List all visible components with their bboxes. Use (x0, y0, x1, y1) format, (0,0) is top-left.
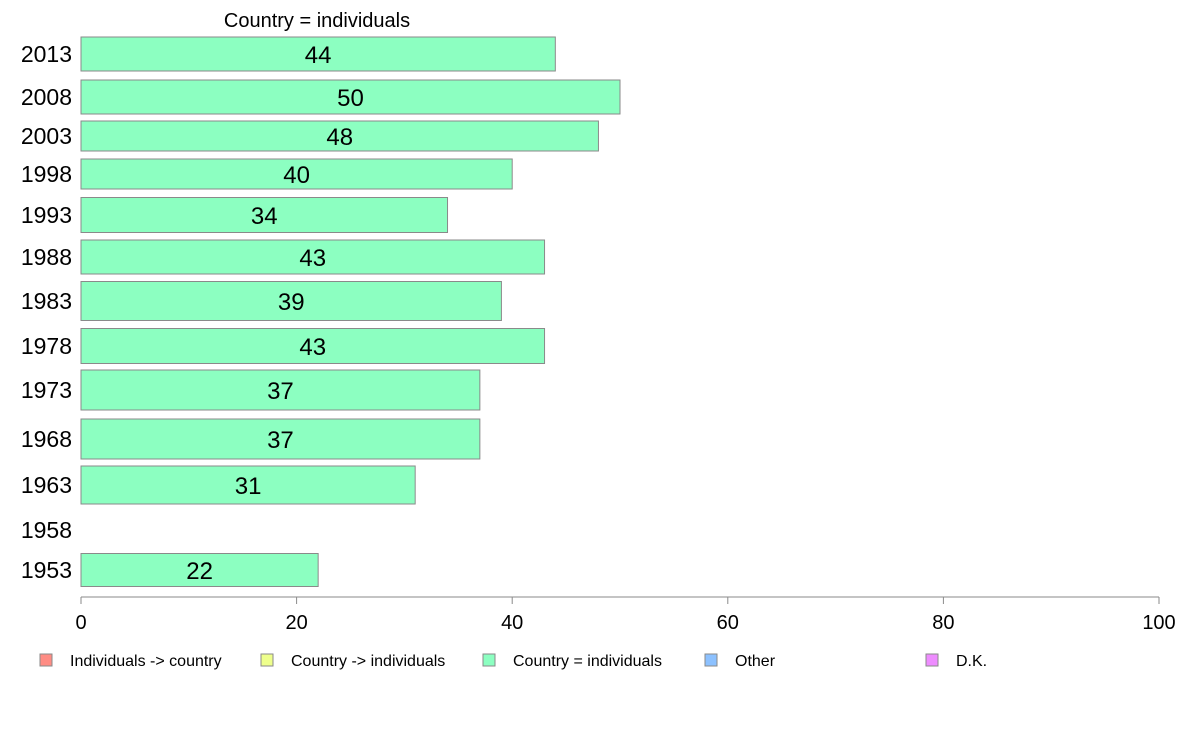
category-label: 2003 (21, 123, 72, 149)
bars-layer: 2013 44 2008 50 2003 48 1998 40 1993 34 1988 43 1983… (21, 36, 621, 587)
bar (80, 553, 319, 587)
category-label: 1963 (21, 472, 72, 498)
data-label: 22 (186, 558, 213, 585)
category-label: 2013 (21, 41, 72, 67)
category-label: 1983 (21, 288, 72, 314)
bar (80, 369, 481, 411)
legend-label: Individuals -> country (70, 653, 222, 670)
category-label: 1953 (21, 557, 72, 583)
legend-swatch (39, 653, 53, 667)
data-label: 44 (305, 42, 332, 69)
bar (80, 328, 546, 364)
data-label: 37 (267, 427, 294, 454)
data-label: 43 (299, 245, 326, 272)
legend-swatch (260, 653, 274, 667)
category-label: 1998 (21, 161, 72, 187)
x-tick-label: 60 (717, 612, 739, 634)
category-label: 1973 (21, 377, 72, 403)
legend-label: Other (735, 653, 776, 670)
bar (80, 158, 513, 190)
category-label: 1993 (21, 202, 72, 228)
bar (80, 418, 481, 460)
category-label: 1958 (21, 517, 72, 543)
data-label: 34 (251, 203, 278, 230)
data-label: 48 (326, 124, 353, 151)
data-label: 50 (337, 85, 364, 112)
legend-swatch (925, 653, 939, 667)
bar (80, 465, 416, 505)
legend-label: Country = individuals (513, 653, 662, 670)
legend-swatch (704, 653, 718, 667)
legend-label: Country -> individuals (291, 653, 445, 670)
data-label: 31 (235, 473, 262, 500)
category-label: 1988 (21, 244, 72, 270)
legend: Individuals -> country Country -> individ… (39, 653, 987, 670)
bar (80, 239, 546, 275)
x-tick-label: 20 (285, 612, 307, 634)
legend-swatch (482, 653, 496, 667)
bar (80, 197, 449, 233)
x-tick-label: 80 (932, 612, 954, 634)
data-label: 43 (299, 334, 326, 361)
x-tick-label: 40 (501, 612, 523, 634)
chart-title: Country = individuals (224, 10, 410, 32)
category-label: 1978 (21, 333, 72, 359)
bar (80, 281, 502, 321)
data-label: 39 (278, 289, 305, 316)
bar (80, 120, 599, 152)
data-label: 40 (283, 162, 310, 189)
category-label: 1968 (21, 426, 72, 452)
x-tick-label: 0 (75, 612, 86, 634)
x-axis: 0 20 40 60 80 100 (75, 596, 1176, 634)
legend-label: D.K. (956, 653, 987, 670)
category-label: 2008 (21, 84, 72, 110)
bar (80, 79, 621, 115)
bar (80, 36, 556, 72)
data-label: 37 (267, 378, 294, 405)
x-tick-label: 100 (1142, 612, 1175, 634)
